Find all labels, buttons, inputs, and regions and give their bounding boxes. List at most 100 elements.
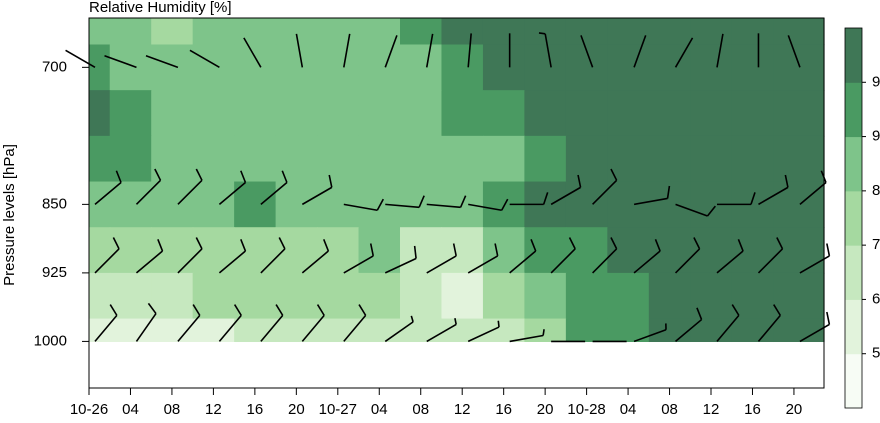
rh-cell [151, 227, 193, 273]
rh-cell [276, 44, 318, 90]
rh-cell [773, 136, 824, 182]
y-tick-label: 925 [42, 264, 67, 281]
chart-title: Relative Humidity [%] [89, 0, 232, 16]
rh-cell [690, 273, 732, 319]
rh-cell [483, 44, 525, 90]
colorbar-segment [845, 82, 862, 137]
rh-cell [234, 90, 276, 136]
rh-cell [649, 136, 691, 182]
x-tick-label: 08 [164, 401, 181, 418]
x-tick-label: 08 [412, 401, 429, 418]
x-tick-label: 12 [454, 401, 471, 418]
rh-cell [276, 90, 318, 136]
rh-cell [566, 90, 608, 136]
rh-cell [276, 182, 318, 228]
rh-cell [649, 273, 691, 319]
rh-cell [317, 90, 359, 136]
x-tick-label: 04 [620, 401, 637, 418]
rh-cell [732, 227, 774, 273]
colorbar-tick-label: 95 [872, 73, 880, 90]
rh-cell [89, 18, 110, 45]
rh-cell [110, 273, 152, 319]
rh-cell [276, 227, 318, 273]
rh-cell [566, 227, 608, 273]
rh-cell [193, 18, 235, 45]
rh-cell [359, 319, 401, 342]
rh-cell [110, 182, 152, 228]
rh-cell [400, 319, 442, 342]
rh-cell [732, 90, 774, 136]
rh-cell [732, 44, 774, 90]
colorbar-segment [845, 245, 862, 300]
rh-cell [317, 136, 359, 182]
barb-half-feather [498, 321, 499, 327]
rh-cell [690, 18, 732, 45]
rh-cell [317, 273, 359, 319]
rh-cell [193, 44, 235, 90]
rh-cell [317, 44, 359, 90]
x-tick-label: 10-27 [319, 401, 357, 418]
colorbar-tick-label: 70 [872, 236, 880, 253]
rh-cell [400, 18, 442, 45]
rh-cell [234, 18, 276, 45]
rh-cell [110, 136, 152, 182]
rh-cell [234, 273, 276, 319]
rh-cell [400, 44, 442, 90]
rh-cell [607, 227, 649, 273]
rh-cell [359, 136, 401, 182]
rh-cell [110, 319, 152, 342]
rh-cell [276, 136, 318, 182]
rh-cell [234, 44, 276, 90]
rh-cell [110, 227, 152, 273]
rh-cell [649, 319, 691, 342]
rh-cell [317, 182, 359, 228]
rh-cell [524, 273, 566, 319]
rh-cell [773, 319, 824, 342]
rh-cell [649, 227, 691, 273]
rh-cell [483, 136, 525, 182]
rh-cell [276, 18, 318, 45]
rh-cell [566, 273, 608, 319]
y-axis-label: Pressure levels [hPa] [1, 144, 18, 286]
rh-cell [607, 182, 649, 228]
rh-cell [690, 136, 732, 182]
x-tick-label: 20 [537, 401, 554, 418]
rh-cell [566, 136, 608, 182]
rh-cell [441, 90, 483, 136]
x-tick-label: 16 [247, 401, 264, 418]
rh-cell [690, 90, 732, 136]
rh-cell [359, 227, 401, 273]
rh-cell [89, 227, 110, 273]
x-tick-label: 20 [786, 401, 803, 418]
rh-cell [441, 227, 483, 273]
x-tick-label: 10-28 [567, 401, 605, 418]
colorbar-segment [845, 137, 862, 192]
colorbar-tick-label: 60 [872, 290, 880, 307]
rh-cell [524, 227, 566, 273]
rh-cell [193, 227, 235, 273]
rh-cell [193, 273, 235, 319]
rh-cell [690, 227, 732, 273]
rh-cell [234, 182, 276, 228]
rh-cell [773, 44, 824, 90]
rh-cell [151, 273, 193, 319]
rh-cell [234, 136, 276, 182]
rh-cell [89, 44, 110, 90]
rh-cell [524, 18, 566, 45]
rh-cell [359, 44, 401, 90]
x-tick-label: 04 [371, 401, 388, 418]
rh-cell [649, 90, 691, 136]
colorbar-tick-label: 80 [872, 182, 880, 199]
colorbar-segment [845, 354, 862, 409]
x-tick-label: 20 [288, 401, 305, 418]
rh-cell [110, 44, 152, 90]
x-tick-label: 04 [122, 401, 139, 418]
y-tick-label: 700 [42, 58, 67, 75]
rh-cell [151, 90, 193, 136]
rh-cell [441, 44, 483, 90]
colorbar-segment [845, 299, 862, 354]
rh-cell [566, 319, 608, 342]
rh-cell [400, 227, 442, 273]
rh-cell [400, 90, 442, 136]
rh-cell [89, 90, 110, 136]
